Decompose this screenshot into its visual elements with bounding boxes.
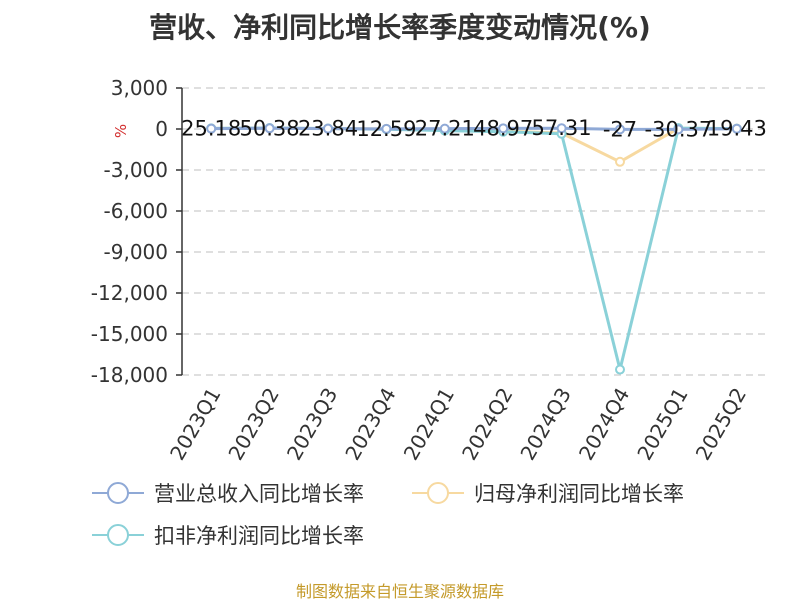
x-tick-label: 2023Q2 <box>223 384 283 465</box>
chart-title: 营收、净利同比增长率季度变动情况(%) <box>149 11 651 44</box>
data-label: 57.31 <box>532 116 592 140</box>
data-point <box>498 123 509 134</box>
legend-swatch-revenue <box>92 482 144 504</box>
x-tick-label: 2024Q4 <box>574 384 634 465</box>
legend-label-revenue: 营业总收入同比增长率 <box>154 482 364 506</box>
data-label: -30.37 <box>645 117 713 141</box>
x-tick-label: 2024Q1 <box>399 384 459 465</box>
series-line <box>211 126 737 370</box>
data-point <box>381 123 392 134</box>
data-label: 23.84 <box>298 117 358 141</box>
data-point <box>615 364 625 375</box>
x-tick-label: 2023Q4 <box>340 384 400 465</box>
data-point <box>264 123 275 134</box>
legend-item-net-profit[interactable]: 归母净利润同比增长率 <box>412 478 684 508</box>
data-point <box>731 123 742 134</box>
x-tick-label: 2023Q1 <box>165 384 225 465</box>
y-tick-label: -6,000 <box>104 199 168 223</box>
x-tick-label: 2023Q3 <box>282 384 342 465</box>
y-tick-label: 0 <box>155 117 168 141</box>
y-tick-label: -9,000 <box>104 240 168 264</box>
data-label: 50.38 <box>240 116 300 140</box>
data-label: 48.97 <box>473 116 533 140</box>
source-note: 制图数据来自恒生聚源数据库 <box>295 582 504 601</box>
legend-swatch-deducted-net-profit <box>92 524 144 546</box>
legend-label-deducted-net-profit: 扣非净利润同比增长率 <box>154 524 364 548</box>
legend-item-deducted-net-profit[interactable]: 扣非净利润同比增长率 <box>92 520 364 550</box>
data-point <box>673 124 684 135</box>
data-label: 25.18 <box>181 117 241 141</box>
data-label: 27.21 <box>415 117 475 141</box>
y-axis-label: % <box>112 124 130 138</box>
legend-label-net-profit: 归母净利润同比增长率 <box>474 482 684 506</box>
y-tick-label: 3,000 <box>111 76 168 100</box>
x-tick-label: 2025Q2 <box>691 384 751 465</box>
data-point <box>615 124 625 135</box>
data-label: -27 <box>603 117 637 141</box>
x-tick-label: 2024Q2 <box>457 384 517 465</box>
data-point <box>615 156 625 167</box>
y-tick-label: -3,000 <box>104 158 168 182</box>
legend-swatch-net-profit <box>412 482 464 504</box>
x-tick-label: 2024Q3 <box>515 384 575 465</box>
y-tick-label: -15,000 <box>91 322 168 346</box>
data-label: 12.59 <box>356 117 416 141</box>
y-tick-label: -12,000 <box>91 281 168 305</box>
data-label: 19.43 <box>707 117 767 141</box>
data-point <box>323 123 333 134</box>
data-point <box>439 123 450 134</box>
data-point <box>206 123 217 134</box>
series-line <box>211 126 737 131</box>
y-tick-label: -18,000 <box>91 363 168 387</box>
data-point <box>556 123 567 134</box>
legend-item-revenue[interactable]: 营业总收入同比增长率 <box>92 478 364 508</box>
x-tick-label: 2025Q1 <box>632 384 692 465</box>
